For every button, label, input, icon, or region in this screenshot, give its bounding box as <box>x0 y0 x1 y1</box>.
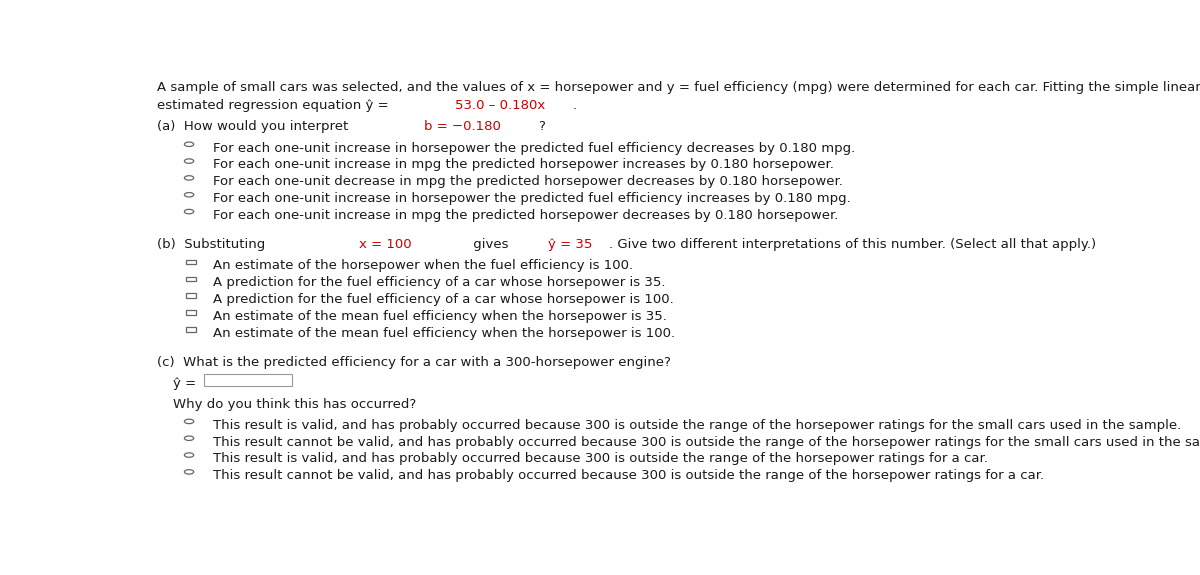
Text: (a)  How would you interpret: (a) How would you interpret <box>157 120 353 133</box>
Text: .: . <box>572 99 576 112</box>
Text: ŷ = 35: ŷ = 35 <box>547 238 592 251</box>
Text: x = 100: x = 100 <box>359 238 412 251</box>
Bar <box>186 310 196 315</box>
Text: A sample of small cars was selected, and the values of x = horsepower and y = fu: A sample of small cars was selected, and… <box>157 82 1200 94</box>
Text: For each one-unit increase in horsepower the predicted fuel efficiency increases: For each one-unit increase in horsepower… <box>214 192 851 205</box>
Bar <box>186 277 196 281</box>
Text: A prediction for the fuel efficiency of a car whose horsepower is 35.: A prediction for the fuel efficiency of … <box>214 276 666 289</box>
Text: This result cannot be valid, and has probably occurred because 300 is outside th: This result cannot be valid, and has pro… <box>214 469 1044 482</box>
Text: (b)  Substituting: (b) Substituting <box>157 238 270 251</box>
Text: ŷ =: ŷ = <box>173 377 197 390</box>
Text: This result cannot be valid, and has probably occurred because 300 is outside th: This result cannot be valid, and has pro… <box>214 436 1200 449</box>
Text: . Give two different interpretations of this number. (Select all that apply.): . Give two different interpretations of … <box>608 238 1096 251</box>
Text: gives: gives <box>469 238 512 251</box>
Text: For each one-unit decrease in mpg the predicted horsepower decreases by 0.180 ho: For each one-unit decrease in mpg the pr… <box>214 175 844 188</box>
Text: 53.0 – 0.180x: 53.0 – 0.180x <box>455 99 545 112</box>
Text: A prediction for the fuel efficiency of a car whose horsepower is 100.: A prediction for the fuel efficiency of … <box>214 293 674 306</box>
Text: b = −0.180: b = −0.180 <box>424 120 500 133</box>
Text: For each one-unit increase in mpg the predicted horsepower decreases by 0.180 ho: For each one-unit increase in mpg the pr… <box>214 209 839 222</box>
Text: Why do you think this has occurred?: Why do you think this has occurred? <box>173 397 416 411</box>
Text: An estimate of the mean fuel efficiency when the horsepower is 35.: An estimate of the mean fuel efficiency … <box>214 310 667 323</box>
Text: This result is valid, and has probably occurred because 300 is outside the range: This result is valid, and has probably o… <box>214 453 988 465</box>
Text: For each one-unit increase in mpg the predicted horsepower increases by 0.180 ho: For each one-unit increase in mpg the pr… <box>214 159 834 171</box>
Bar <box>186 327 196 332</box>
Text: (c)  What is the predicted efficiency for a car with a 300-horsepower engine?: (c) What is the predicted efficiency for… <box>157 356 671 369</box>
Bar <box>186 260 196 265</box>
Text: An estimate of the mean fuel efficiency when the horsepower is 100.: An estimate of the mean fuel efficiency … <box>214 327 676 340</box>
Text: For each one-unit increase in horsepower the predicted fuel efficiency decreases: For each one-unit increase in horsepower… <box>214 141 856 155</box>
Bar <box>186 293 196 298</box>
Text: This result is valid, and has probably occurred because 300 is outside the range: This result is valid, and has probably o… <box>214 419 1182 432</box>
Text: ?: ? <box>538 120 545 133</box>
Bar <box>204 374 293 386</box>
Text: estimated regression equation ŷ =: estimated regression equation ŷ = <box>157 99 394 112</box>
Text: An estimate of the horsepower when the fuel efficiency is 100.: An estimate of the horsepower when the f… <box>214 259 634 273</box>
